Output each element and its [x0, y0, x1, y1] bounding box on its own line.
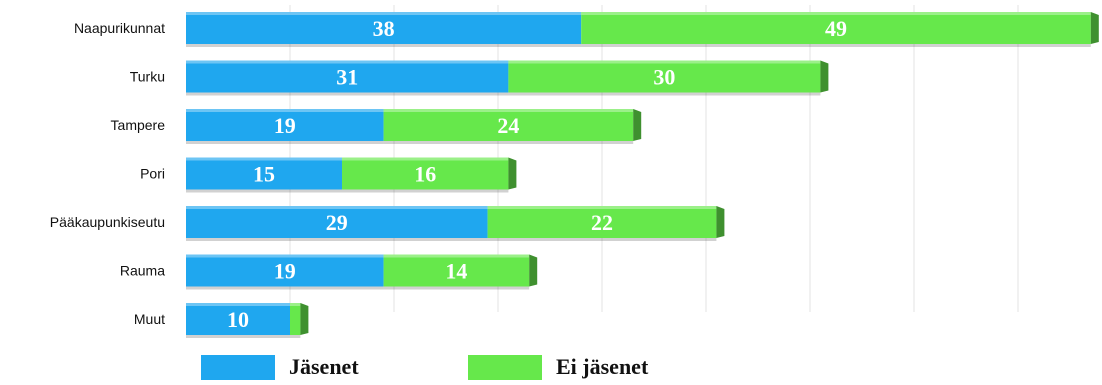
bar-end-cap: [1090, 12, 1099, 44]
bar-shadow: [383, 286, 530, 290]
legend-item-non-members: Ei jäsenet: [468, 354, 648, 380]
category-label: Turku: [130, 69, 165, 85]
bar-highlight: [186, 206, 488, 209]
bar-highlight: [290, 303, 301, 306]
bar-end-cap: [300, 303, 309, 335]
category-label: Pori: [140, 166, 165, 182]
stacked-bar-chart: 38 49 31 30 19 24 15 16 29 22 19 14 10 Naapurikunnat…: [50, 5, 1099, 338]
bar-shadow: [186, 189, 342, 193]
bar-segment-members: [186, 12, 582, 44]
bar-highlight: [487, 206, 717, 209]
value-label: 19: [274, 113, 296, 138]
bar-highlight: [383, 109, 634, 112]
bar-end-cap: [633, 109, 642, 141]
value-label: 15: [253, 162, 275, 187]
value-label: 30: [653, 65, 675, 90]
bar-segment-members: [186, 254, 384, 287]
bar-shadow: [487, 238, 717, 241]
bar-shadow: [186, 238, 488, 241]
bar-segment-members: [186, 206, 488, 238]
bar-shadow: [342, 189, 509, 193]
bar-shadow: [581, 44, 1091, 47]
bar-highlight: [186, 60, 509, 64]
category-label: Naapurikunnat: [74, 20, 165, 36]
value-label: 38: [373, 16, 395, 41]
legend-label-members: Jäsenet: [289, 354, 359, 379]
bar-shadow: [508, 92, 821, 96]
value-label: 24: [497, 113, 519, 138]
bar-highlight: [383, 254, 530, 258]
bar-segment-non-members: [342, 157, 509, 190]
bar-segment-members: [186, 60, 509, 93]
bar-shadow: [290, 335, 301, 338]
value-label: 19: [274, 259, 296, 284]
bar-segment-members: [186, 303, 290, 335]
bar-highlight: [342, 157, 509, 161]
bar-shadow: [186, 141, 384, 144]
bar-end-cap: [716, 206, 725, 238]
value-label: 49: [825, 16, 847, 41]
bar-segment-non-members: [383, 109, 634, 141]
bar-segment-non-members: [508, 60, 821, 93]
bar-segment-members: [186, 157, 342, 190]
bar-shadow: [186, 44, 582, 47]
bar-highlight: [186, 254, 384, 258]
bar-shadow: [383, 141, 634, 144]
bar-shadow: [186, 92, 509, 96]
category-label: Muut: [134, 311, 165, 327]
bar-end-cap: [508, 157, 517, 190]
bar-shadow: [186, 286, 384, 290]
bar-segment-non-members: [581, 12, 1091, 44]
category-labels: Naapurikunnat Turku Tampere Pori Pääkaupunki…: [50, 20, 165, 327]
category-label: Rauma: [120, 263, 165, 279]
legend-swatch-non-members: [468, 354, 542, 380]
bar-segment-non-members: [383, 254, 530, 287]
bar-shadow: [186, 335, 290, 338]
category-label: Pääkaupunkiseutu: [50, 214, 165, 230]
bar-highlight: [186, 157, 342, 161]
bars: 38 49 31 30 19 24 15 16 29 22 19 14 10: [186, 12, 1099, 338]
value-label: 22: [591, 210, 613, 235]
bar-highlight: [581, 12, 1091, 15]
bar-highlight: [186, 303, 290, 306]
bar-end-cap: [529, 254, 538, 287]
value-label: 10: [227, 307, 249, 332]
bar-highlight: [508, 60, 821, 64]
value-label: 14: [445, 259, 467, 284]
bar-highlight: [186, 109, 384, 112]
legend-item-members: Jäsenet: [201, 354, 359, 380]
bar-highlight: [186, 12, 582, 15]
legend-label-non-members: Ei jäsenet: [556, 354, 649, 379]
category-label: Tampere: [111, 117, 166, 133]
bar-segment-non-members: [290, 303, 301, 335]
bar-segment-non-members: [487, 206, 717, 238]
legend-swatch-members: [201, 354, 275, 380]
value-label: 29: [326, 210, 348, 235]
bar-segment-members: [186, 109, 384, 141]
value-label: 31: [336, 65, 358, 90]
bar-end-cap: [820, 60, 829, 93]
value-label: 16: [414, 162, 436, 187]
